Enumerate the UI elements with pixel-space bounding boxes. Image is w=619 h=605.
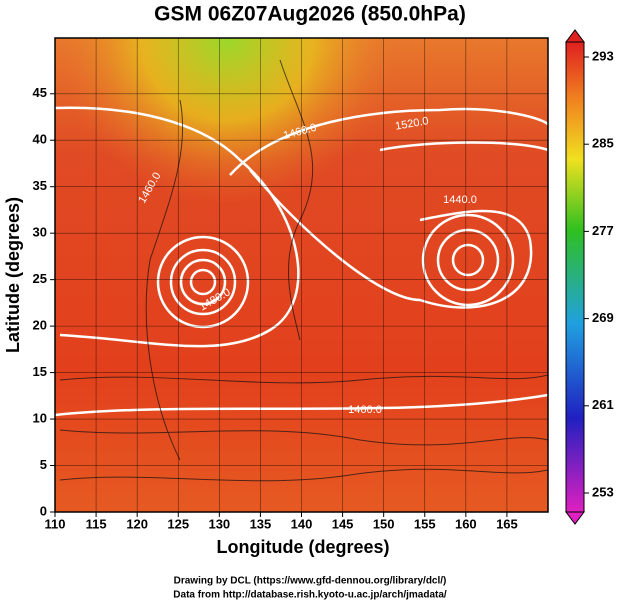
y-tick-label: 0 <box>40 503 47 518</box>
x-tick-label: 115 <box>86 516 107 531</box>
y-tick-label: 5 <box>40 457 47 472</box>
x-tick-label: 150 <box>373 516 395 531</box>
y-tick-label: 10 <box>33 410 47 425</box>
credit: Data from http://database.rish.kyoto-u.a… <box>173 590 447 601</box>
y-tick-label: 40 <box>33 132 47 147</box>
y-axis-label: Latitude (degrees) <box>3 197 23 353</box>
colorbar-end <box>565 511 585 525</box>
colorbar-tick-label: 285 <box>592 136 614 151</box>
y-tick-label: 25 <box>33 271 47 286</box>
x-tick-label: 145 <box>332 516 354 531</box>
colorbar-tick-label: 261 <box>592 397 614 412</box>
y-tick-label: 45 <box>33 85 47 100</box>
contour-label: 1440.0 <box>443 194 477 206</box>
colorbar <box>565 41 585 513</box>
contour-label: 1460.0 <box>348 404 382 416</box>
x-tick-label: 140 <box>291 516 313 531</box>
x-axis-label: Longitude (degrees) <box>216 537 389 557</box>
x-tick-label: 160 <box>455 516 477 531</box>
colorbar-tick-label: 269 <box>592 310 614 325</box>
colorbar-tick-label: 277 <box>592 223 614 238</box>
x-tick-label: 120 <box>126 516 148 531</box>
x-tick-label: 125 <box>167 516 189 531</box>
colorbar-end <box>565 29 585 43</box>
x-tick-label: 130 <box>208 516 230 531</box>
x-tick-label: 155 <box>414 516 436 531</box>
y-tick-label: 30 <box>33 225 47 240</box>
x-tick-label: 110 <box>45 516 66 531</box>
title: GSM 06Z07Aug2026 (850.0hPa) <box>154 3 466 26</box>
contour-label: 1520.0 <box>394 115 429 133</box>
y-tick-label: 20 <box>33 318 47 333</box>
y-tick-label: 35 <box>33 178 47 193</box>
x-tick-label: 165 <box>496 516 518 531</box>
x-tick-label: 135 <box>250 516 272 531</box>
y-tick-label: 15 <box>33 364 47 379</box>
colorbar-tick-label: 253 <box>592 484 614 499</box>
colorbar-tick-label: 293 <box>592 48 614 63</box>
credit: Drawing by DCL (https://www.gfd-dennou.o… <box>174 576 447 587</box>
